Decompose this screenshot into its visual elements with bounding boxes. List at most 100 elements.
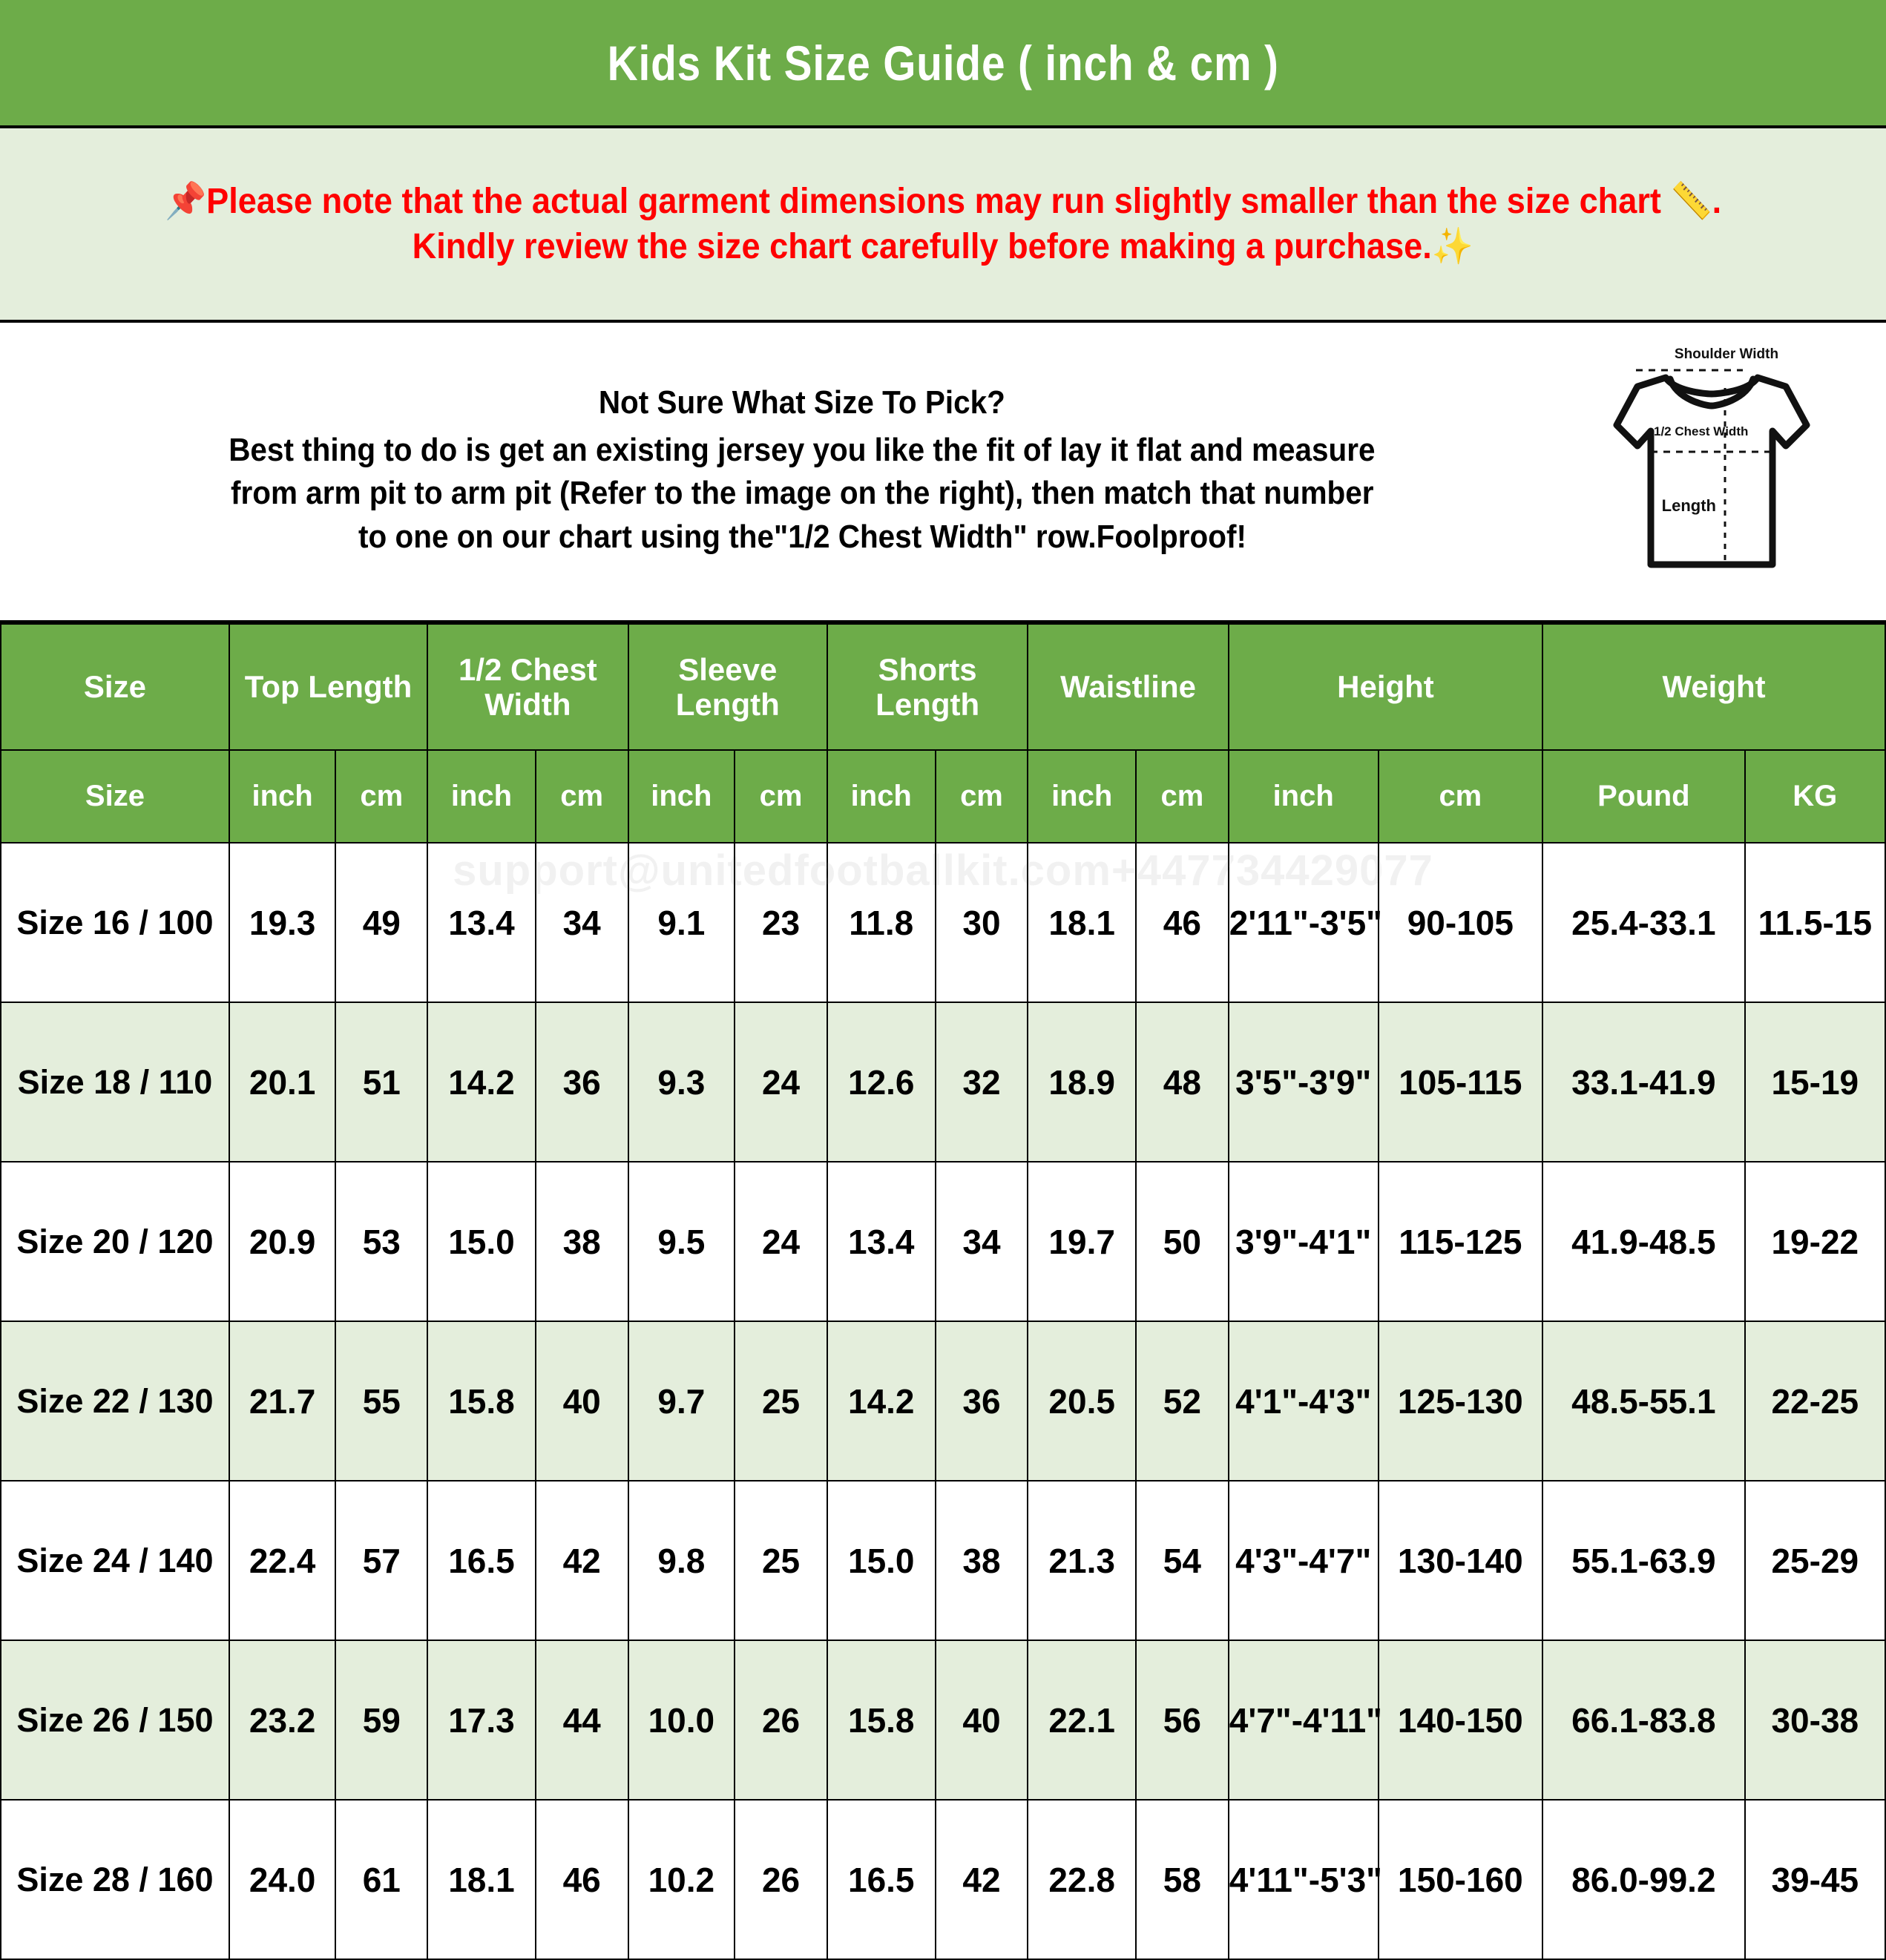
cell-shorts_inch: 15.8 [826, 1640, 936, 1800]
help-line-1: Best thing to do is get an existing jers… [229, 431, 1376, 468]
unit-header-height-cm: cm [1377, 749, 1544, 843]
notice-line-2: Kindly review the size chart carefully b… [413, 224, 1473, 269]
cell-top_length_inch: 20.1 [228, 1002, 337, 1162]
table-row: Size 28 / 160 24.0 61 18.1 46 10.2 26 16.5 42 22.… [0, 1799, 1886, 1960]
cell-top_length_cm: 55 [335, 1321, 429, 1481]
cell-waist_cm: 46 [1134, 842, 1229, 1003]
cell-sleeve_inch: 9.7 [627, 1321, 736, 1481]
cell-sleeve_inch: 9.3 [627, 1002, 736, 1162]
cell-size: Size 18 / 110 [0, 1002, 230, 1162]
unit-header-shorts-inch: inch [826, 749, 936, 843]
cell-shorts_inch: 15.0 [826, 1480, 936, 1641]
cell-waist_cm: 54 [1134, 1480, 1229, 1641]
help-section: Not Sure What Size To Pick? Best thing t… [0, 323, 1886, 623]
unit-header-size: Size [0, 749, 230, 843]
unit-header-sleeve-inch: inch [627, 749, 736, 843]
unit-header-weight-kg: KG [1744, 749, 1886, 843]
cell-weight_pound: 55.1-63.9 [1542, 1480, 1746, 1641]
cell-chest_cm: 34 [534, 842, 629, 1003]
cell-top_length_cm: 51 [335, 1002, 429, 1162]
notice-banner: 📌Please note that the actual garment dim… [0, 128, 1886, 323]
help-text-block: Not Sure What Size To Pick? Best thing t… [0, 323, 1589, 620]
tshirt-outline [1613, 374, 1810, 568]
cell-weight_kg: 30-38 [1744, 1640, 1886, 1800]
title-banner: Kids Kit Size Guide ( inch & cm ) [0, 0, 1886, 128]
cell-shorts_cm: 38 [934, 1480, 1029, 1641]
cell-height_inch: 3'5"-3'9" [1227, 1002, 1379, 1162]
cell-sleeve_inch: 9.8 [627, 1480, 736, 1641]
notice-line-1: 📌Please note that the actual garment dim… [165, 179, 1721, 224]
unit-header-row: Size inch cm inch cm inch cm inch cm inch… [0, 749, 1886, 843]
cell-shorts_cm: 30 [934, 842, 1029, 1003]
table-row: Size 22 / 130 21.7 55 15.8 40 9.7 25 14.2 36 20.5… [0, 1321, 1886, 1481]
cell-height_cm: 115-125 [1377, 1161, 1544, 1322]
help-heading: Not Sure What Size To Pick? [598, 384, 1006, 421]
cell-top_length_inch: 21.7 [228, 1321, 337, 1481]
cell-sleeve_cm: 26 [734, 1799, 828, 1960]
cell-waist_cm: 56 [1134, 1640, 1229, 1800]
cell-weight_pound: 33.1-41.9 [1542, 1002, 1746, 1162]
cell-size: Size 22 / 130 [0, 1321, 230, 1481]
cell-chest_cm: 40 [534, 1321, 629, 1481]
ruler-icon: 📏 [1670, 181, 1712, 221]
cell-sleeve_cm: 24 [734, 1161, 828, 1322]
cell-chest_inch: 13.4 [427, 842, 536, 1003]
cell-chest_cm: 44 [534, 1640, 629, 1800]
col-header-sleeve-length: Sleeve Length [627, 623, 828, 751]
cell-shorts_cm: 36 [934, 1321, 1029, 1481]
cell-height_cm: 140-150 [1377, 1640, 1544, 1800]
unit-header-chest-inch: inch [427, 749, 536, 843]
col-header-waistline: Waistline [1027, 623, 1229, 751]
cell-top_length_cm: 61 [335, 1799, 429, 1960]
cell-sleeve_cm: 23 [734, 842, 828, 1003]
cell-chest_cm: 46 [534, 1799, 629, 1960]
cell-shorts_cm: 32 [934, 1002, 1029, 1162]
table-header: Size Top Length 1/2 Chest Width Sleeve L… [0, 623, 1886, 843]
cell-top_length_inch: 19.3 [228, 842, 337, 1003]
unit-header-sleeve-cm: cm [734, 749, 828, 843]
cell-weight_kg: 15-19 [1744, 1002, 1886, 1162]
cell-waist_cm: 58 [1134, 1799, 1229, 1960]
help-line-3: to one on our chart using the"1/2 Chest … [358, 518, 1246, 555]
cell-weight_pound: 25.4-33.1 [1542, 842, 1746, 1003]
cell-size: Size 20 / 120 [0, 1161, 230, 1322]
cell-sleeve_cm: 26 [734, 1640, 828, 1800]
chest-width-label: 1/2 Chest Width [1654, 424, 1748, 438]
cell-weight_kg: 19-22 [1744, 1161, 1886, 1322]
table-row: Size 26 / 150 23.2 59 17.3 44 10.0 26 15.8 40 22.… [0, 1640, 1886, 1800]
cell-top_length_inch: 24.0 [228, 1799, 337, 1960]
cell-chest_inch: 15.0 [427, 1161, 536, 1322]
cell-height_cm: 105-115 [1377, 1002, 1544, 1162]
cell-chest_inch: 18.1 [427, 1799, 536, 1960]
cell-waist_inch: 19.7 [1027, 1161, 1137, 1322]
cell-shorts_cm: 40 [934, 1640, 1029, 1800]
cell-sleeve_inch: 10.0 [627, 1640, 736, 1800]
cell-shorts_inch: 11.8 [826, 842, 936, 1003]
size-table: Size Top Length 1/2 Chest Width Sleeve L… [0, 623, 1886, 1960]
cell-shorts_cm: 42 [934, 1799, 1029, 1960]
size-table-wrapper: Size Top Length 1/2 Chest Width Sleeve L… [0, 623, 1886, 1960]
tshirt-diagram: Shoulder Width 1/2 Chest Width Length [1589, 323, 1886, 620]
col-header-weight: Weight [1542, 623, 1886, 751]
cell-sleeve_cm: 24 [734, 1002, 828, 1162]
col-header-size: Size [0, 623, 230, 751]
unit-header-chest-cm: cm [534, 749, 629, 843]
cell-sleeve_inch: 9.5 [627, 1161, 736, 1322]
cell-weight_kg: 25-29 [1744, 1480, 1886, 1641]
cell-weight_kg: 11.5-15 [1744, 842, 1886, 1003]
notice-line-1-tail: . [1712, 181, 1722, 221]
cell-weight_pound: 86.0-99.2 [1542, 1799, 1746, 1960]
unit-header-waist-inch: inch [1027, 749, 1137, 843]
sparkles-icon: ✨ [1431, 227, 1474, 266]
cell-size: Size 24 / 140 [0, 1480, 230, 1641]
cell-sleeve_cm: 25 [734, 1480, 828, 1641]
cell-weight_kg: 22-25 [1744, 1321, 1886, 1481]
notice-line-2-text: Kindly review the size chart carefully b… [412, 227, 1432, 266]
cell-height_cm: 130-140 [1377, 1480, 1544, 1641]
col-header-chest-width: 1/2 Chest Width [427, 623, 629, 751]
cell-waist_inch: 18.1 [1027, 842, 1137, 1003]
notice-line-1-text: Please note that the actual garment dime… [206, 181, 1661, 221]
cell-height_inch: 3'9"-4'1" [1227, 1161, 1379, 1322]
col-header-height: Height [1227, 623, 1544, 751]
unit-header-waist-cm: cm [1134, 749, 1229, 843]
